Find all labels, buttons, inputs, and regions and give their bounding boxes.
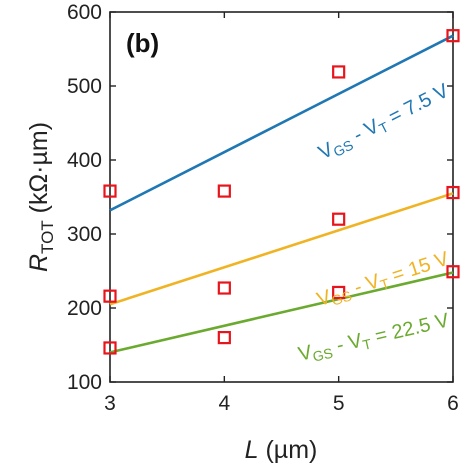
x-tick-label: 3 xyxy=(104,392,116,415)
x-tick-label: 4 xyxy=(218,392,230,415)
y-tick-label: 200 xyxy=(67,297,102,320)
data-point-series-2 xyxy=(446,185,460,200)
data-points xyxy=(103,29,460,355)
data-point-series-2 xyxy=(103,289,117,303)
fit-line-3 xyxy=(109,271,454,354)
y-tick-label: 500 xyxy=(67,75,102,98)
data-point-series-3 xyxy=(217,331,231,345)
data-point-series-1 xyxy=(217,184,231,198)
fit-lines xyxy=(109,34,454,354)
plot-area xyxy=(109,11,454,383)
x-axis-label: L (µm) xyxy=(245,436,318,464)
data-point-series-1 xyxy=(332,65,346,79)
data-point-series-1 xyxy=(103,184,117,198)
data-point-series-2 xyxy=(217,281,231,295)
x-axis-ticks: 3 4 5 6 xyxy=(104,12,459,415)
data-point-series-1 xyxy=(446,29,460,43)
panel-label: (b) xyxy=(126,28,159,58)
x-tick-label: 5 xyxy=(333,392,345,415)
fit-line-1 xyxy=(109,34,454,212)
y-tick-label: 300 xyxy=(67,223,102,246)
data-point-series-3 xyxy=(103,341,117,355)
y-tick-label: 600 xyxy=(67,1,102,24)
data-point-series-3 xyxy=(446,265,460,279)
x-tick-label: 6 xyxy=(447,392,459,415)
data-point-series-3 xyxy=(332,285,346,300)
data-point-series-2 xyxy=(332,212,346,226)
y-tick-label: 400 xyxy=(67,149,102,172)
y-axis-ticks: 100 200 300 400 500 600 xyxy=(67,1,453,394)
fit-line-2 xyxy=(109,192,454,306)
y-tick-label: 100 xyxy=(67,371,102,394)
y-axis-label: RTOT (kΩ·µm) xyxy=(25,122,57,272)
